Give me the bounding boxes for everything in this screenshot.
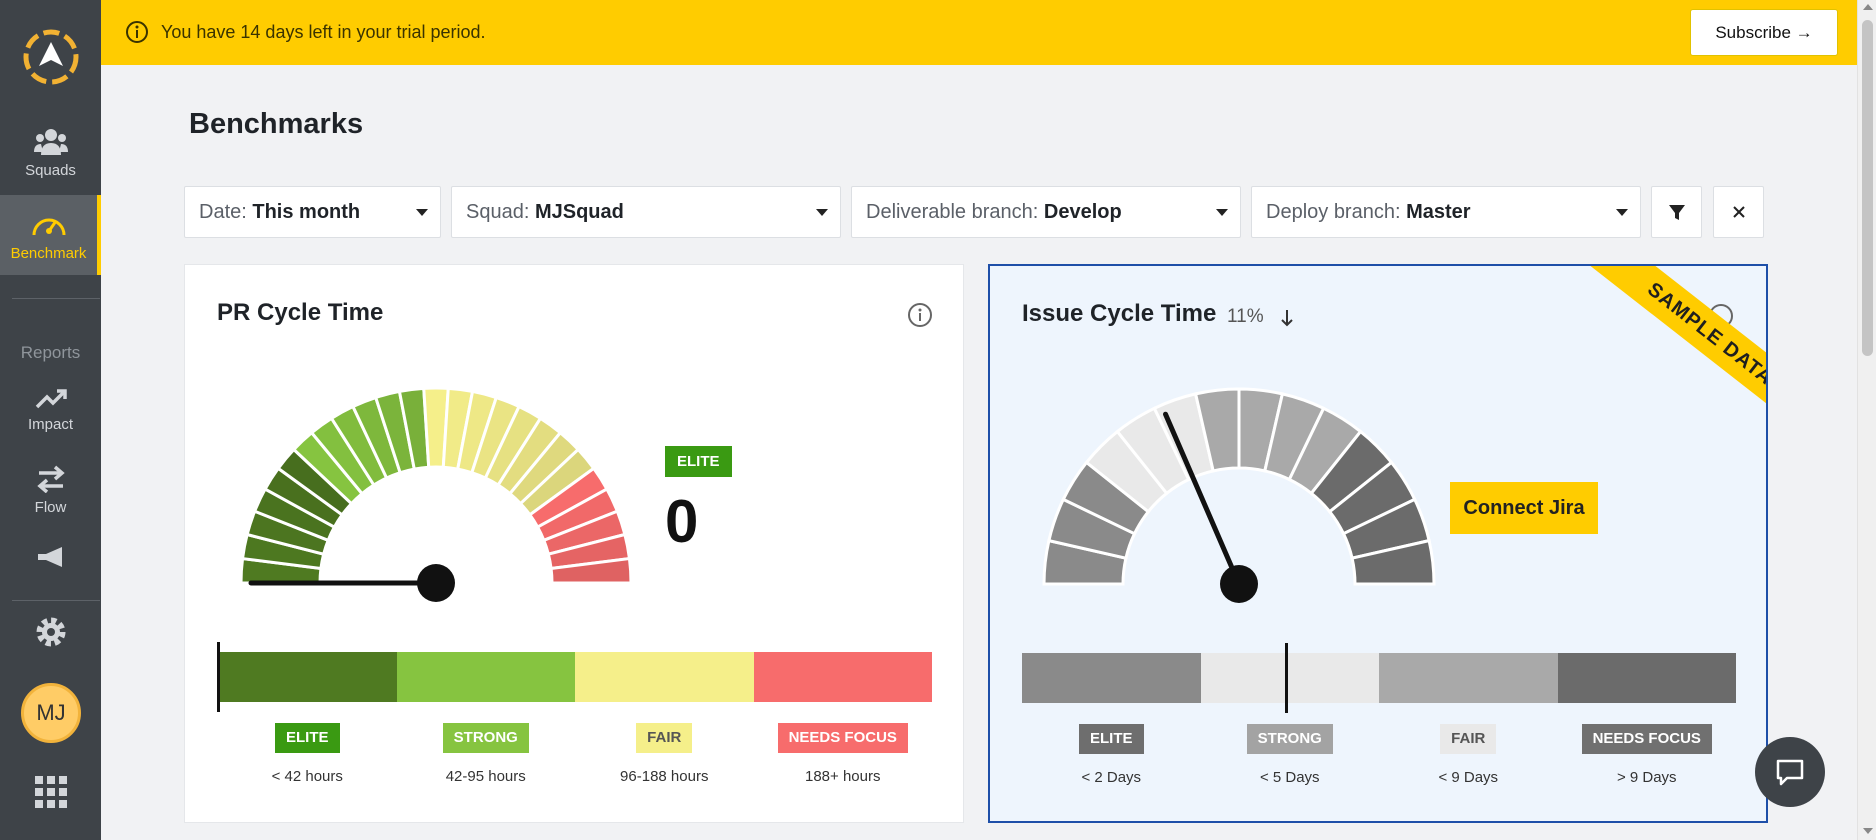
- scale-band: [1557, 653, 1736, 703]
- sidebar-item-announcements[interactable]: [0, 545, 101, 575]
- pr-gauge: [239, 386, 633, 602]
- pr-level-badge: ELITE: [665, 446, 732, 477]
- close-icon: [1733, 206, 1745, 218]
- sidebar-item-label: Squads: [25, 162, 76, 179]
- card-title: PR Cycle Time: [217, 299, 384, 326]
- level-badge: ELITE: [1078, 724, 1144, 754]
- subscribe-button[interactable]: Subscribe →: [1690, 9, 1838, 56]
- squad-filter[interactable]: Squad: MJSquad: [451, 186, 841, 238]
- deliverable-branch-filter[interactable]: Deliverable branch: Develop: [851, 186, 1241, 238]
- date-filter[interactable]: Date: This month: [184, 186, 441, 238]
- chevron-down-icon: [1616, 209, 1628, 216]
- sidebar-item-impact[interactable]: Impact: [0, 388, 101, 433]
- chevron-down-icon: [1216, 209, 1228, 216]
- deliverable-branch-value: Develop: [1043, 201, 1122, 223]
- megaphone-icon: [37, 547, 62, 567]
- scale-band: [1022, 653, 1201, 703]
- level-badge: STRONG: [1246, 724, 1333, 754]
- level-badge: NEEDS FOCUS: [777, 723, 908, 753]
- sidebar-item-label: Impact: [27, 416, 73, 433]
- sidebar-divider: [12, 600, 100, 601]
- level-range: < 9 Days: [1438, 769, 1499, 786]
- avatar[interactable]: MJ: [21, 683, 81, 743]
- issue-cycle-time-card: Issue Cycle Time 11% SAMPLE DATA Connect…: [988, 264, 1768, 823]
- gauge-pivot: [417, 564, 455, 602]
- sidebar-caption-reports: Reports: [20, 343, 81, 362]
- level-range: 188+ hours: [805, 768, 881, 785]
- deliverable-branch-label: Deliverable branch:: [866, 201, 1039, 223]
- level-range: < 2 Days: [1081, 769, 1142, 786]
- sidebar: Squads Benchmark Reports Impact Flow: [0, 0, 101, 840]
- trial-message: You have 14 days left in your trial peri…: [161, 22, 486, 42]
- scale-band: [1379, 653, 1558, 703]
- sidebar-item-squads[interactable]: Squads: [0, 128, 101, 179]
- squad-filter-label: Squad:: [466, 201, 530, 223]
- level-range: < 42 hours: [271, 768, 343, 785]
- scale-band: [1200, 653, 1379, 703]
- chevron-down-icon: [416, 209, 428, 216]
- scroll-up-icon[interactable]: [1863, 4, 1873, 10]
- gear-icon[interactable]: [33, 614, 69, 650]
- date-filter-label: Date:: [199, 201, 247, 223]
- sidebar-item-label: Benchmark: [10, 245, 87, 262]
- deploy-branch-label: Deploy branch:: [1266, 201, 1401, 223]
- apps-grid-icon[interactable]: [35, 776, 67, 808]
- level-range: < 5 Days: [1259, 769, 1320, 786]
- scroll-down-icon[interactable]: [1863, 828, 1873, 834]
- level-badge: FAIR: [1440, 724, 1497, 754]
- level-badge: NEEDS FOCUS: [1581, 724, 1712, 754]
- scale-band: [753, 652, 932, 702]
- scale-band: [575, 652, 754, 702]
- chevron-down-icon: [816, 209, 828, 216]
- chat-button[interactable]: [1755, 737, 1825, 807]
- app-logo-icon[interactable]: [22, 28, 80, 86]
- issue-gauge: [1042, 387, 1436, 603]
- scale-marker: [1285, 643, 1289, 713]
- scrollbar-thumb[interactable]: [1862, 20, 1873, 356]
- info-icon: [126, 21, 148, 43]
- gauge-pivot: [1220, 565, 1258, 603]
- sidebar-item-benchmark[interactable]: Benchmark: [0, 195, 101, 275]
- gauge-segment: [1350, 538, 1436, 586]
- scale-band: [218, 652, 397, 702]
- chat-bubble-icon: [1776, 759, 1804, 786]
- level-range: 42-95 hours: [445, 768, 526, 785]
- sidebar-item-label: Flow: [34, 499, 67, 516]
- filter-icon: [1669, 205, 1685, 220]
- change-percent: 11%: [1227, 306, 1264, 327]
- page-title: Benchmarks: [189, 108, 364, 140]
- deploy-branch-filter[interactable]: Deploy branch: Master: [1251, 186, 1641, 238]
- pr-value: 0: [665, 488, 699, 555]
- swap-arrows-icon: [36, 465, 65, 493]
- connect-jira-button[interactable]: Connect Jira: [1450, 482, 1598, 534]
- date-filter-value: This month: [252, 201, 361, 223]
- scale-marker: [217, 642, 220, 712]
- info-icon[interactable]: [907, 302, 933, 328]
- clear-filters-button[interactable]: [1713, 186, 1764, 238]
- pr-cycle-time-card: PR Cycle Time ELITE 0 ELITE < 42 hours STR…: [184, 264, 964, 823]
- sidebar-divider: [12, 298, 100, 299]
- level-range: 96-188 hours: [620, 768, 709, 785]
- level-range: > 9 Days: [1616, 769, 1677, 786]
- scale-band: [396, 652, 575, 702]
- card-title: Issue Cycle Time: [1022, 300, 1217, 327]
- speedometer-icon: [32, 218, 65, 236]
- deploy-branch-value: Master: [1406, 201, 1471, 223]
- squad-filter-value: MJSquad: [534, 201, 624, 223]
- sidebar-item-flow[interactable]: Flow: [0, 465, 101, 516]
- arrow-down-icon: [1281, 310, 1293, 327]
- level-badge: STRONG: [442, 723, 529, 753]
- gauge-segment: [549, 556, 633, 585]
- page-scrollbar[interactable]: [1857, 0, 1876, 840]
- level-badge: ELITE: [274, 723, 340, 753]
- filter-button[interactable]: [1651, 186, 1702, 238]
- trial-banner: You have 14 days left in your trial peri…: [101, 0, 1857, 65]
- gauge-needle: [1163, 411, 1242, 587]
- level-badge: FAIR: [636, 723, 693, 753]
- users-icon: [33, 129, 68, 155]
- trend-up-icon: [35, 389, 67, 409]
